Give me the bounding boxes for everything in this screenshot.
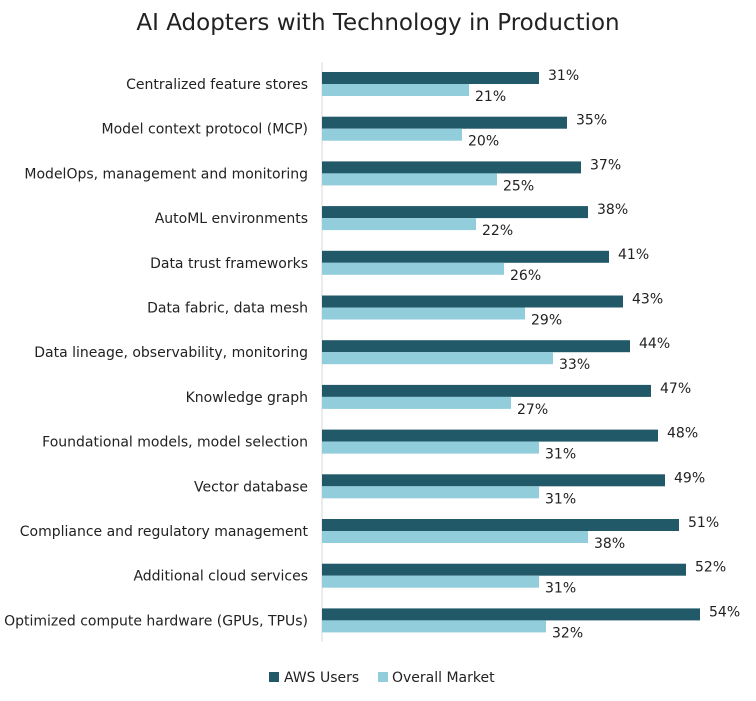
category-label: Data lineage, observability, monitoring bbox=[34, 345, 308, 361]
bar-aws-users bbox=[322, 429, 658, 442]
bar-aws-users bbox=[322, 384, 651, 397]
bar-overall-market bbox=[322, 173, 497, 186]
category-label: Data fabric, data mesh bbox=[147, 301, 308, 317]
bar-overall-market bbox=[322, 531, 588, 543]
legend-swatch-aws-users bbox=[269, 672, 279, 682]
category-label: Compliance and regulatory management bbox=[20, 524, 309, 540]
data-label-overall-market: 31% bbox=[545, 447, 576, 463]
bar-overall-market bbox=[322, 396, 511, 409]
category-label: Model context protocol (MCP) bbox=[102, 122, 308, 138]
category-label: Vector database bbox=[194, 479, 308, 495]
data-label-aws-users: 48% bbox=[667, 426, 698, 442]
category-label: ModelOps, management and monitoring bbox=[24, 166, 308, 182]
bar-overall-market bbox=[322, 352, 553, 365]
bar-overall-market bbox=[322, 262, 504, 275]
category-label: Centralized feature stores bbox=[126, 77, 308, 93]
bar-aws-users bbox=[322, 72, 539, 84]
category-label: Foundational models, model selection bbox=[42, 435, 308, 451]
data-label-aws-users: 43% bbox=[632, 292, 663, 308]
data-label-overall-market: 22% bbox=[482, 223, 513, 239]
data-label-aws-users: 35% bbox=[576, 113, 607, 129]
data-label-aws-users: 49% bbox=[674, 470, 705, 486]
data-label-overall-market: 31% bbox=[545, 581, 576, 597]
data-label-overall-market: 29% bbox=[531, 313, 562, 329]
category-label: Additional cloud services bbox=[133, 569, 308, 585]
legend-label-overall-market: Overall Market bbox=[392, 670, 495, 686]
data-label-overall-market: 20% bbox=[468, 134, 499, 150]
bar-overall-market bbox=[322, 441, 539, 454]
bar-aws-users bbox=[322, 116, 567, 129]
bar-overall-market bbox=[322, 620, 546, 633]
bar-aws-users bbox=[322, 206, 588, 219]
data-label-aws-users: 51% bbox=[688, 515, 719, 531]
data-label-aws-users: 38% bbox=[597, 202, 628, 218]
bar-aws-users bbox=[322, 295, 623, 308]
bar-aws-users bbox=[322, 250, 609, 263]
category-label: Knowledge graph bbox=[186, 390, 308, 406]
data-label-overall-market: 26% bbox=[510, 268, 541, 284]
chart-title: AI Adopters with Technology in Productio… bbox=[136, 10, 619, 36]
data-label-overall-market: 38% bbox=[594, 536, 625, 552]
bar-overall-market bbox=[322, 575, 539, 588]
data-label-aws-users: 54% bbox=[709, 604, 740, 620]
legend: AWS Users Overall Market bbox=[269, 670, 495, 686]
bar-aws-users bbox=[322, 608, 700, 621]
bar-overall-market bbox=[322, 84, 469, 96]
data-label-overall-market: 31% bbox=[545, 491, 576, 507]
data-label-aws-users: 37% bbox=[590, 157, 621, 173]
category-label: AutoML environments bbox=[155, 211, 308, 227]
bar-overall-market bbox=[322, 218, 476, 231]
data-label-aws-users: 52% bbox=[695, 560, 726, 576]
data-label-aws-users: 44% bbox=[639, 336, 670, 352]
legend-label-aws-users: AWS Users bbox=[284, 670, 359, 686]
data-label-aws-users: 31% bbox=[548, 68, 579, 84]
data-label-aws-users: 41% bbox=[618, 247, 649, 263]
bar-aws-users bbox=[322, 161, 581, 174]
bar-overall-market bbox=[322, 307, 525, 320]
data-label-overall-market: 32% bbox=[552, 625, 583, 641]
data-label-overall-market: 21% bbox=[475, 89, 506, 105]
bar-aws-users bbox=[322, 519, 679, 531]
bar-aws-users bbox=[322, 340, 630, 353]
data-label-overall-market: 25% bbox=[503, 178, 534, 194]
category-label: Data trust frameworks bbox=[150, 256, 308, 272]
bar-overall-market bbox=[322, 486, 539, 499]
bar-aws-users bbox=[322, 563, 686, 576]
legend-swatch-overall-market bbox=[378, 672, 388, 682]
data-label-overall-market: 33% bbox=[559, 357, 590, 373]
category-label: Optimized compute hardware (GPUs, TPUs) bbox=[4, 613, 308, 629]
data-label-overall-market: 27% bbox=[517, 402, 548, 418]
bar-aws-users bbox=[322, 474, 665, 487]
data-label-aws-users: 47% bbox=[660, 381, 691, 397]
bar-overall-market bbox=[322, 128, 462, 141]
